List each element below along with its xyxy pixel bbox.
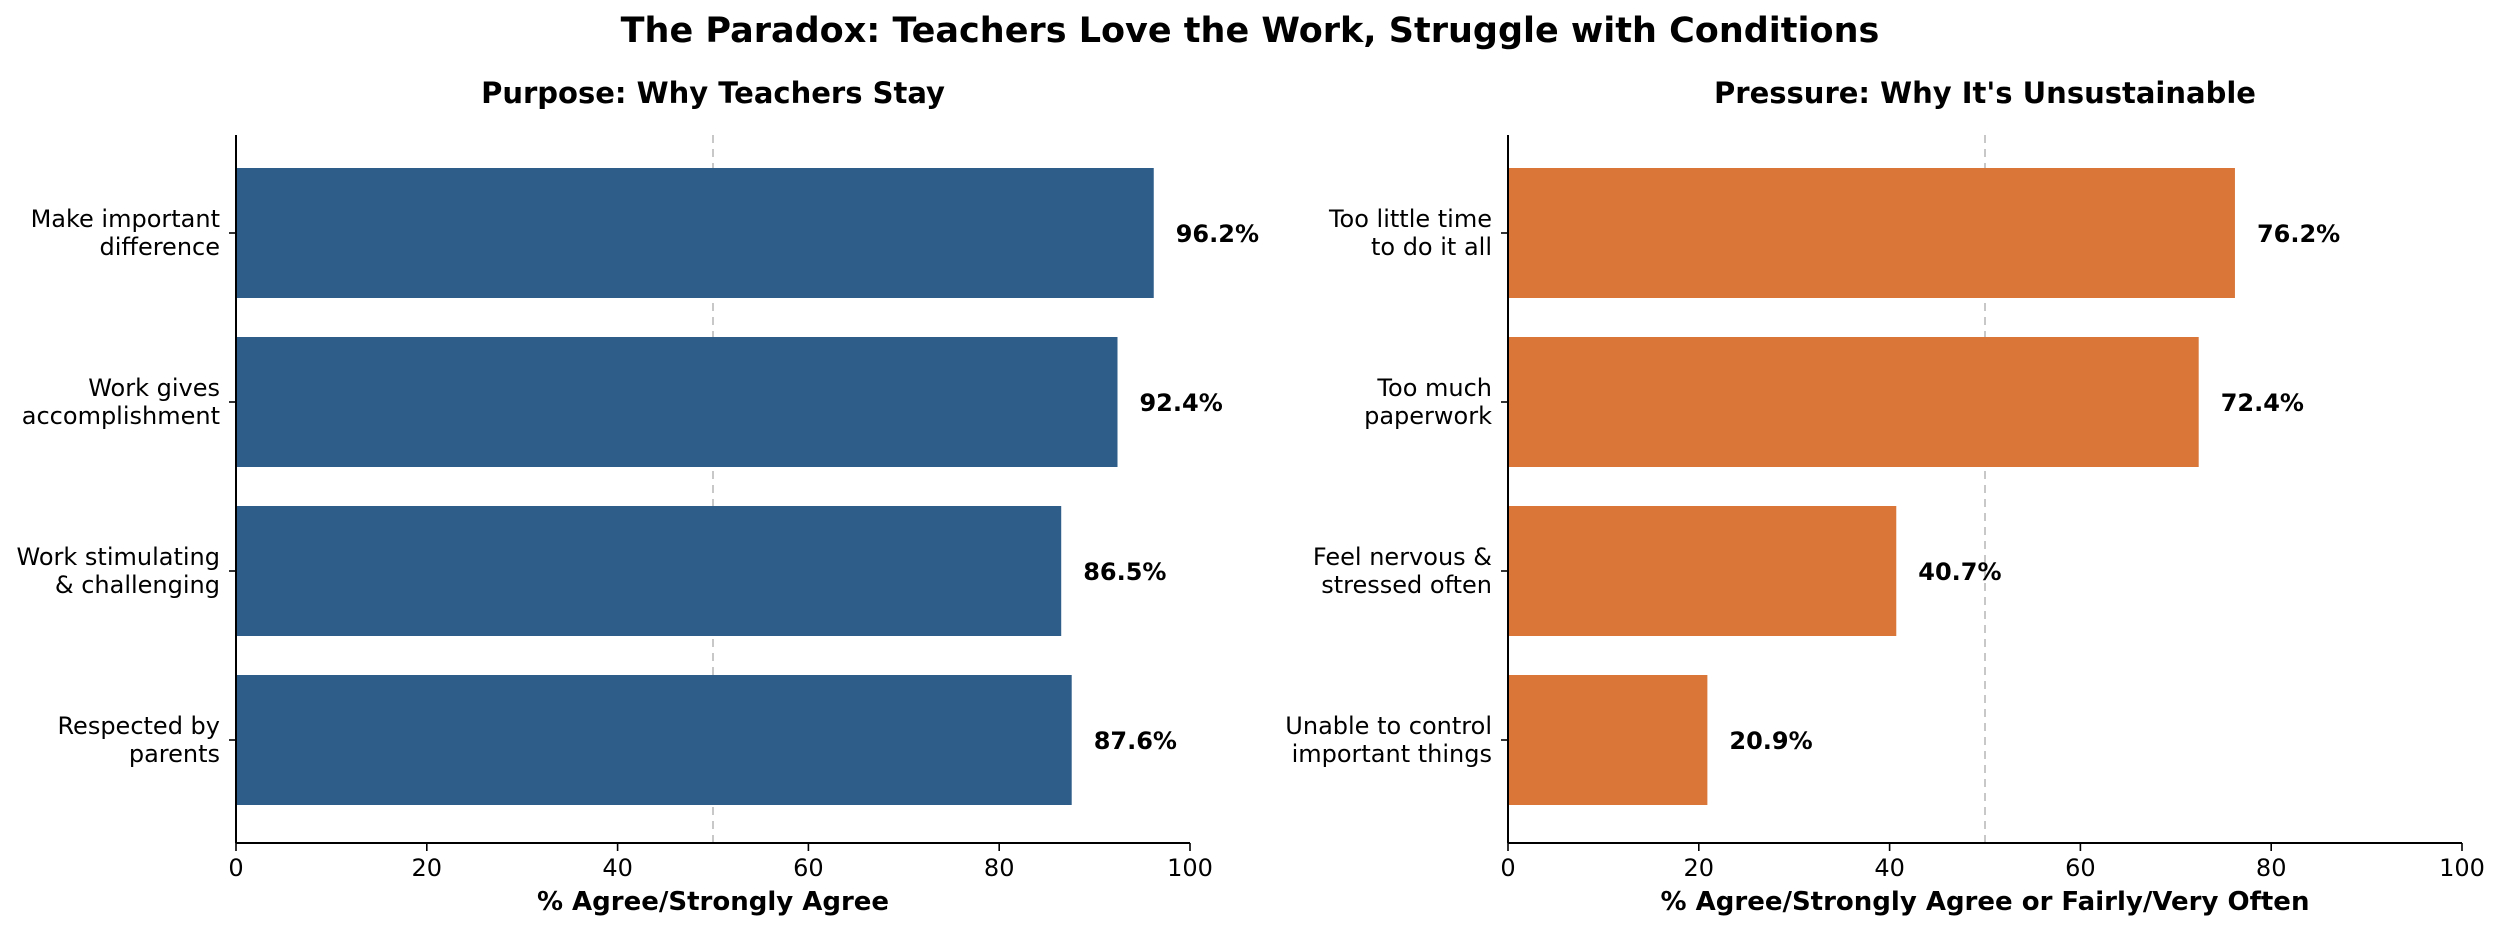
- pressure-category-label-2: Feel nervous & stressed often: [1313, 543, 1492, 599]
- pressure-category-label-3: Unable to control important things: [1285, 712, 1492, 768]
- purpose-value-label-2: 86.5%: [1083, 558, 1166, 586]
- purpose-category-label-1: Work gives accomplishment: [22, 374, 220, 430]
- purpose-bar-2: [236, 506, 1062, 636]
- pressure-value-label-3: 20.9%: [1729, 727, 1812, 755]
- purpose-category-label-2: Work stimulating & challenging: [17, 543, 220, 599]
- pressure-panel-title: Pressure: Why It's Unsustainable: [1714, 76, 2256, 110]
- purpose-panel: Purpose: Why Teachers Stay % Agree/Stron…: [17, 76, 1259, 917]
- purpose-bar-0: [236, 168, 1154, 298]
- purpose-panel-title: Purpose: Why Teachers Stay: [481, 76, 945, 110]
- pressure-x-tick-label-5: 100: [2439, 854, 2485, 882]
- purpose-x-tick-label-0: 0: [228, 854, 243, 882]
- pressure-value-label-2: 40.7%: [1918, 558, 2001, 586]
- purpose-x-tick-label-1: 20: [412, 854, 443, 882]
- pressure-x-tick-label-4: 80: [2256, 854, 2287, 882]
- pressure-value-label-0: 76.2%: [2257, 220, 2340, 248]
- purpose-value-label-3: 87.6%: [1094, 727, 1177, 755]
- purpose-x-tick-label-5: 100: [1167, 854, 1213, 882]
- purpose-x-tick-label-4: 80: [984, 854, 1015, 882]
- pressure-x-tick-label-1: 20: [1684, 854, 1715, 882]
- pressure-x-axis-label: % Agree/Strongly Agree or Fairly/Very Of…: [1661, 887, 2310, 917]
- purpose-x-tick-label-3: 60: [793, 854, 824, 882]
- pressure-category-label-0: Too little time to do it all: [1328, 205, 1492, 261]
- purpose-value-label-1: 92.4%: [1139, 389, 1222, 417]
- pressure-value-label-1: 72.4%: [2221, 389, 2304, 417]
- pressure-x-tick-label-3: 60: [2065, 854, 2096, 882]
- purpose-x-tick-label-2: 40: [602, 854, 633, 882]
- purpose-value-label-0: 96.2%: [1176, 220, 1259, 248]
- purpose-category-label-3: Respected by parents: [57, 712, 220, 768]
- pressure-x-tick-label-0: 0: [1500, 854, 1515, 882]
- pressure-x-tick-label-2: 40: [1874, 854, 1905, 882]
- pressure-bar-3: [1508, 675, 1708, 805]
- purpose-bar-1: [236, 337, 1118, 467]
- pressure-panel: Pressure: Why It's Unsustainable % Agree…: [1285, 76, 2485, 917]
- pressure-bar-1: [1508, 337, 2199, 467]
- pressure-bar-2: [1508, 506, 1897, 636]
- pressure-bar-0: [1508, 168, 2235, 298]
- purpose-bar-3: [236, 675, 1072, 805]
- purpose-category-label-0: Make important difference: [31, 205, 220, 261]
- purpose-x-axis-label: % Agree/Strongly Agree: [537, 887, 889, 917]
- pressure-category-label-1: Too much paperwork: [1364, 374, 1492, 430]
- figure-title: The Paradox: Teachers Love the Work, Str…: [621, 11, 1880, 51]
